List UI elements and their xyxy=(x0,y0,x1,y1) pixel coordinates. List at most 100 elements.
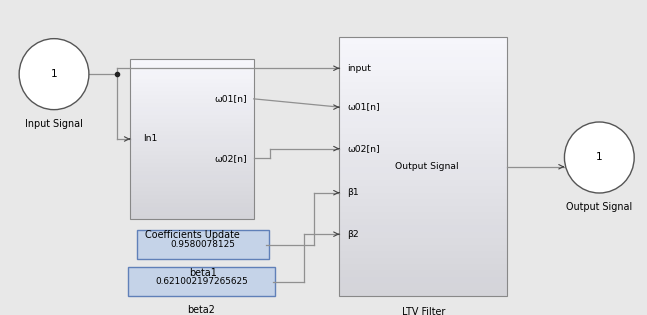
Bar xyxy=(339,225,507,232)
Bar xyxy=(339,251,507,258)
Text: Output Signal: Output Signal xyxy=(395,162,459,171)
Bar xyxy=(339,37,507,43)
Bar xyxy=(130,83,254,87)
Bar xyxy=(130,119,254,123)
Bar xyxy=(339,199,507,206)
Bar xyxy=(130,159,254,163)
Bar xyxy=(130,195,254,199)
Bar xyxy=(130,147,254,151)
Bar xyxy=(339,83,507,89)
Bar xyxy=(339,219,507,225)
Bar xyxy=(130,87,254,91)
Bar xyxy=(339,258,507,264)
Text: 0.9580078125: 0.9580078125 xyxy=(171,240,236,249)
Bar xyxy=(130,175,254,179)
Bar xyxy=(130,123,254,127)
Bar xyxy=(339,57,507,63)
Bar xyxy=(339,160,507,167)
Bar xyxy=(130,127,254,131)
Bar xyxy=(130,163,254,167)
Text: beta1: beta1 xyxy=(189,268,217,278)
Text: Output Signal: Output Signal xyxy=(566,202,632,212)
Bar xyxy=(339,63,507,70)
Text: In1: In1 xyxy=(143,135,157,143)
Bar xyxy=(130,99,254,103)
Bar xyxy=(130,179,254,183)
Bar xyxy=(339,264,507,271)
Text: β1: β1 xyxy=(347,188,358,197)
Bar xyxy=(130,155,254,159)
Bar xyxy=(130,171,254,175)
Bar xyxy=(339,277,507,284)
Bar xyxy=(339,193,507,199)
Bar xyxy=(130,207,254,211)
Bar xyxy=(339,290,507,296)
Bar xyxy=(130,203,254,207)
Bar xyxy=(339,108,507,115)
Text: β2: β2 xyxy=(347,230,358,239)
Bar xyxy=(130,187,254,191)
Text: beta2: beta2 xyxy=(188,305,215,315)
FancyBboxPatch shape xyxy=(137,230,269,259)
Text: Input Signal: Input Signal xyxy=(25,119,83,129)
Bar xyxy=(130,67,254,71)
Bar xyxy=(339,212,507,219)
Bar xyxy=(339,147,507,154)
Bar xyxy=(339,167,507,173)
Bar xyxy=(130,151,254,155)
Ellipse shape xyxy=(564,122,634,193)
Bar xyxy=(339,173,507,180)
Bar xyxy=(339,50,507,57)
Bar xyxy=(339,70,507,76)
Bar xyxy=(130,183,254,187)
Bar xyxy=(130,131,254,135)
Bar xyxy=(130,75,254,79)
Bar xyxy=(130,71,254,75)
Bar xyxy=(130,167,254,171)
Bar xyxy=(339,238,507,244)
Bar xyxy=(339,76,507,83)
Bar xyxy=(130,143,254,147)
Bar xyxy=(339,232,507,238)
Bar xyxy=(130,111,254,115)
Bar xyxy=(130,103,254,107)
Bar xyxy=(339,271,507,277)
Bar xyxy=(130,107,254,111)
Text: ω01[n]: ω01[n] xyxy=(215,94,247,103)
Bar xyxy=(339,154,507,160)
Bar xyxy=(339,284,507,290)
Bar xyxy=(339,115,507,121)
Bar xyxy=(130,59,254,63)
Text: input: input xyxy=(347,64,371,73)
Text: LTV Filter: LTV Filter xyxy=(402,307,445,315)
FancyBboxPatch shape xyxy=(127,267,276,296)
Bar xyxy=(130,91,254,95)
Text: ω02[n]: ω02[n] xyxy=(347,144,380,153)
Text: 1: 1 xyxy=(50,69,58,79)
Bar xyxy=(339,89,507,95)
Bar xyxy=(339,244,507,251)
Bar xyxy=(130,139,254,143)
Bar xyxy=(339,121,507,128)
Bar xyxy=(130,59,254,219)
Bar xyxy=(130,199,254,203)
Bar xyxy=(339,186,507,193)
Bar xyxy=(130,215,254,219)
Bar xyxy=(130,211,254,215)
Bar xyxy=(130,191,254,195)
Bar xyxy=(339,43,507,50)
Bar xyxy=(339,134,507,141)
Bar xyxy=(130,95,254,99)
Text: ω02[n]: ω02[n] xyxy=(215,154,247,163)
Bar xyxy=(130,135,254,139)
Text: Coefficients Update: Coefficients Update xyxy=(144,230,239,240)
Ellipse shape xyxy=(19,39,89,110)
Text: ω01[n]: ω01[n] xyxy=(347,103,380,112)
Bar xyxy=(339,95,507,102)
Bar xyxy=(130,79,254,83)
Text: 1: 1 xyxy=(596,152,603,163)
Bar xyxy=(339,37,507,296)
Bar xyxy=(339,180,507,186)
Bar xyxy=(339,128,507,134)
Text: 0.621002197265625: 0.621002197265625 xyxy=(155,277,248,286)
